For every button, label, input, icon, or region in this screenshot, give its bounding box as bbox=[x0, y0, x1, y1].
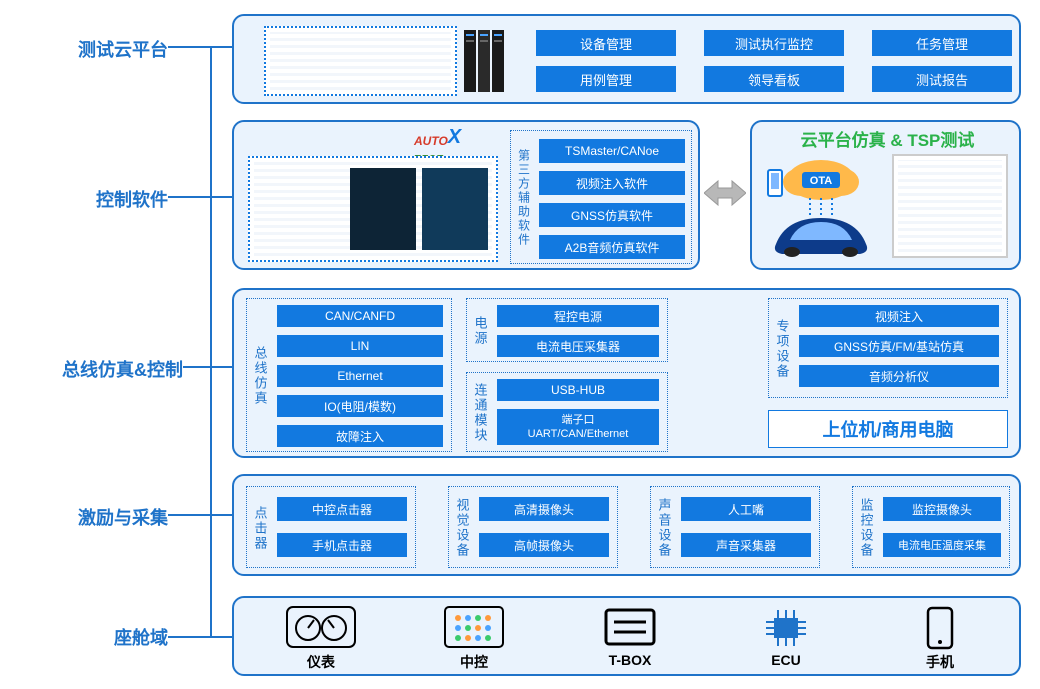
row1-btn-4: 领导看板 bbox=[704, 66, 844, 92]
row1-panel: 设备管理 测试执行监控 任务管理 用例管理 领导看板 测试报告 bbox=[232, 14, 1021, 104]
row4-g1-label: 点击器 bbox=[251, 497, 269, 559]
row3-spec-2: 音频分析仪 bbox=[799, 365, 999, 387]
row4-g4-0: 监控摄像头 bbox=[883, 497, 1001, 521]
row5-dev-3: ECU bbox=[741, 652, 831, 668]
row3-conn-box: 连通模块 USB-HUB 端子口 UART/CAN/Ethernet bbox=[466, 372, 668, 452]
row1-label: 测试云平台 bbox=[48, 36, 168, 62]
ecu-icon bbox=[764, 608, 808, 648]
row4-g1-0: 中控点击器 bbox=[277, 497, 407, 521]
row4-g1-1: 手机点击器 bbox=[277, 533, 407, 557]
connector-p2 bbox=[210, 196, 232, 198]
row4-g4-1: 电流电压温度采集 bbox=[883, 533, 1001, 557]
row4-g2-box: 视觉设备 高清摄像头 高帧摄像头 bbox=[448, 486, 618, 568]
row2-panel-right: 云平台仿真 & TSP测试 OTA bbox=[750, 120, 1021, 270]
row3-pc-box: 上位机/商用电脑 bbox=[768, 410, 1008, 448]
ota-car-icon: OTA bbox=[766, 152, 886, 262]
row4-g1-box: 点击器 中控点击器 手机点击器 bbox=[246, 486, 416, 568]
row5-dev-2: T-BOX bbox=[585, 652, 675, 668]
row3-bus-1: LIN bbox=[277, 335, 443, 357]
row3-panel: 总线仿真 CAN/CANFD LIN Ethernet IO(电阻/模数) 故障… bbox=[232, 288, 1021, 458]
row1-btn-5: 测试报告 bbox=[872, 66, 1012, 92]
row3-bus-4: 故障注入 bbox=[277, 425, 443, 447]
row2-panel-left: AUTOX TEST 第三方辅助软件 TSMaster/CANoe 视频注入软件… bbox=[232, 120, 700, 270]
row3-bus-label: 总线仿真 bbox=[251, 329, 269, 423]
connector-p1 bbox=[210, 46, 232, 48]
connector-p4 bbox=[210, 514, 232, 516]
row5-panel: 仪表 中控 T-BOX ECU 手机 bbox=[232, 596, 1021, 676]
row3-label: 总线仿真&控制 bbox=[33, 356, 183, 382]
row1-btn-2: 任务管理 bbox=[872, 30, 1012, 56]
row4-g4-box: 监控设备 监控摄像头 电流电压温度采集 bbox=[852, 486, 1010, 568]
connector-p5 bbox=[210, 636, 232, 638]
row3-spec-box: 专项设备 视频注入 GNSS仿真/FM/基站仿真 音频分析仪 bbox=[768, 298, 1008, 398]
double-arrow-icon bbox=[704, 176, 746, 210]
row2-right-thumb bbox=[892, 154, 1008, 258]
row5-label: 座舱域 bbox=[48, 624, 168, 650]
row3-spec-label: 专项设备 bbox=[773, 311, 791, 387]
row4-g2-1: 高帧摄像头 bbox=[479, 533, 609, 557]
tbox-icon bbox=[604, 608, 656, 646]
row3-power-box: 电源 程控电源 电流电压采集器 bbox=[466, 298, 668, 362]
row2-tp-3: A2B音频仿真软件 bbox=[539, 235, 685, 259]
phone-icon bbox=[926, 606, 954, 650]
row1-btn-1: 测试执行监控 bbox=[704, 30, 844, 56]
row4-g3-0: 人工嘴 bbox=[681, 497, 811, 521]
row4-g3-label: 声音设备 bbox=[655, 497, 673, 559]
row1-btn-3: 用例管理 bbox=[536, 66, 676, 92]
row4-label: 激励与采集 bbox=[48, 504, 168, 530]
row3-spec-0: 视频注入 bbox=[799, 305, 999, 327]
row3-conn-1: 端子口 UART/CAN/Ethernet bbox=[497, 409, 659, 445]
connector-h5 bbox=[168, 636, 212, 638]
grid-icon bbox=[444, 606, 504, 648]
svg-text:OTA: OTA bbox=[810, 175, 832, 187]
row3-bus-2: Ethernet bbox=[277, 365, 443, 387]
row1-thumb bbox=[264, 26, 457, 96]
server-icon bbox=[462, 28, 510, 94]
row4-g3-1: 声音采集器 bbox=[681, 533, 811, 557]
row3-spec-1: GNSS仿真/FM/基站仿真 bbox=[799, 335, 999, 357]
row3-power-label: 电源 bbox=[471, 307, 489, 355]
row2-right-title: 云平台仿真 & TSP测试 bbox=[752, 126, 1023, 151]
row3-power-0: 程控电源 bbox=[497, 305, 659, 327]
row5-dev-1: 中控 bbox=[429, 652, 519, 672]
row3-conn-0: USB-HUB bbox=[497, 379, 659, 401]
row2-tp-0: TSMaster/CANoe bbox=[539, 139, 685, 163]
row3-power-1: 电流电压采集器 bbox=[497, 335, 659, 357]
row5-dev-0: 仪表 bbox=[276, 652, 366, 672]
row2-label: 控制软件 bbox=[48, 186, 168, 212]
row4-g3-box: 声音设备 人工嘴 声音采集器 bbox=[650, 486, 820, 568]
row2-tp-label: 第三方辅助软件 bbox=[515, 137, 533, 259]
row2-tp-box: 第三方辅助软件 TSMaster/CANoe 视频注入软件 GNSS仿真软件 A… bbox=[510, 130, 692, 264]
connector-h3 bbox=[183, 366, 212, 368]
connector-spine bbox=[210, 46, 212, 638]
row2-thumb bbox=[248, 156, 498, 262]
row5-dev-4: 手机 bbox=[895, 652, 985, 672]
row3-conn-label: 连通模块 bbox=[471, 381, 489, 445]
row4-g2-label: 视觉设备 bbox=[453, 497, 471, 559]
connector-h4 bbox=[168, 514, 212, 516]
connector-p3 bbox=[210, 366, 232, 368]
row1-btn-0: 设备管理 bbox=[536, 30, 676, 56]
row4-panel: 点击器 中控点击器 手机点击器 视觉设备 高清摄像头 高帧摄像头 声音设备 人工… bbox=[232, 474, 1021, 576]
row2-tp-1: 视频注入软件 bbox=[539, 171, 685, 195]
row4-g4-label: 监控设备 bbox=[857, 497, 875, 559]
gauge-icon bbox=[286, 606, 356, 648]
connector-h1 bbox=[168, 46, 212, 48]
row3-bus-0: CAN/CANFD bbox=[277, 305, 443, 327]
row3-bus-box: 总线仿真 CAN/CANFD LIN Ethernet IO(电阻/模数) 故障… bbox=[246, 298, 452, 452]
row4-g2-0: 高清摄像头 bbox=[479, 497, 609, 521]
connector-h2 bbox=[168, 196, 212, 198]
row3-bus-3: IO(电阻/模数) bbox=[277, 395, 443, 417]
row2-tp-2: GNSS仿真软件 bbox=[539, 203, 685, 227]
